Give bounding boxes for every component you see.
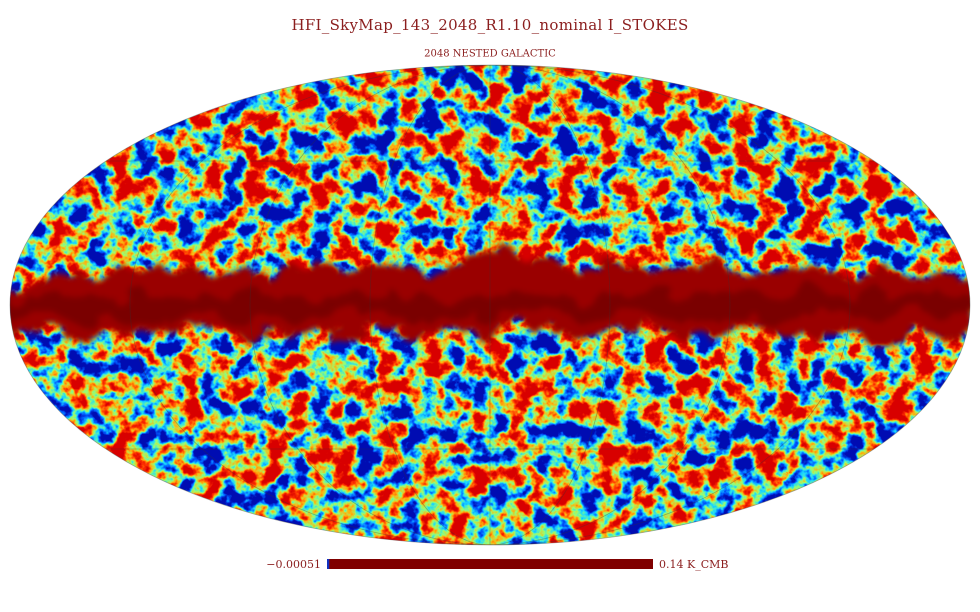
colorbar-min-label: −0.00051 (266, 558, 321, 571)
colorbar-max-label: 0.14 K_CMB (659, 558, 728, 571)
colorbar: −0.00051 0.14 K_CMB (266, 558, 728, 571)
sky-map (10, 65, 970, 545)
map-subtitle: 2048 NESTED GALACTIC (424, 49, 556, 60)
graticule (10, 65, 970, 545)
galactic-plane (10, 253, 970, 338)
map-outline (9, 64, 971, 546)
colorbar-scale (327, 559, 653, 569)
map-title: HFI_SkyMap_143_2048_R1.10_nominal I_STOK… (291, 16, 688, 34)
